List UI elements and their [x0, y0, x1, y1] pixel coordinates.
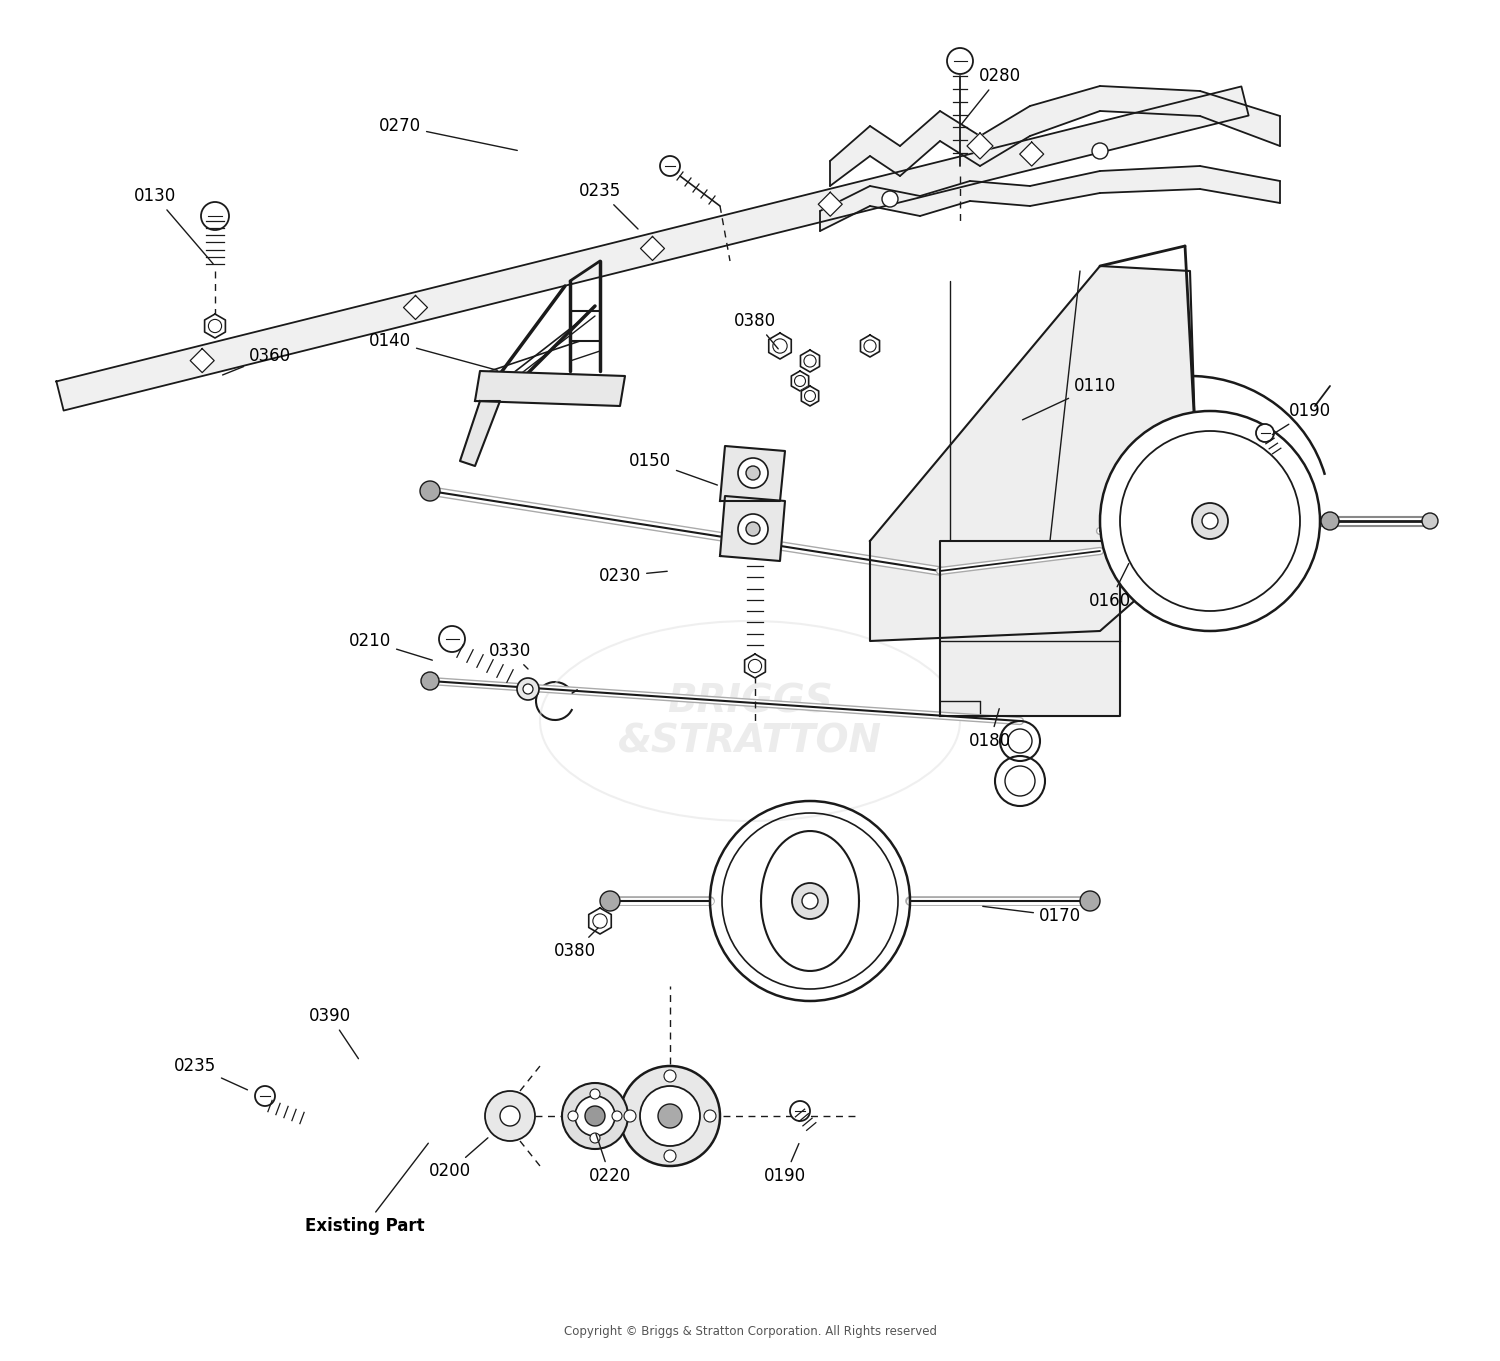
Circle shape	[1422, 513, 1438, 529]
Text: BRIGGS: BRIGGS	[668, 682, 832, 720]
Polygon shape	[768, 333, 792, 359]
Polygon shape	[640, 237, 664, 260]
Circle shape	[640, 1086, 700, 1146]
Circle shape	[524, 685, 532, 694]
Polygon shape	[57, 87, 1248, 411]
Polygon shape	[190, 348, 214, 373]
Circle shape	[704, 1111, 716, 1121]
Circle shape	[746, 465, 760, 480]
Circle shape	[500, 1106, 520, 1126]
Text: 0230: 0230	[598, 568, 668, 585]
Circle shape	[1080, 891, 1100, 911]
Polygon shape	[801, 350, 819, 372]
Circle shape	[1322, 512, 1340, 529]
Circle shape	[590, 1132, 600, 1143]
Circle shape	[568, 1111, 578, 1121]
Circle shape	[1192, 504, 1228, 539]
Text: 0270: 0270	[380, 117, 518, 151]
Circle shape	[1202, 513, 1218, 529]
Text: 0160: 0160	[1089, 563, 1131, 610]
Text: 0220: 0220	[590, 1134, 632, 1185]
Text: Existing Part: Existing Part	[304, 1143, 429, 1234]
Circle shape	[1100, 411, 1320, 632]
Polygon shape	[476, 372, 626, 406]
Polygon shape	[588, 908, 612, 934]
Text: 0330: 0330	[489, 642, 531, 670]
Circle shape	[420, 480, 440, 501]
Circle shape	[620, 1066, 720, 1166]
Polygon shape	[801, 387, 819, 406]
Circle shape	[590, 1089, 600, 1098]
Polygon shape	[821, 166, 1280, 231]
Text: 0380: 0380	[554, 928, 598, 960]
Circle shape	[664, 1150, 676, 1162]
Text: Copyright © Briggs & Stratton Corporation. All Rights reserved: Copyright © Briggs & Stratton Corporatio…	[564, 1324, 936, 1338]
Polygon shape	[204, 314, 225, 338]
Circle shape	[1256, 425, 1274, 442]
Circle shape	[746, 523, 760, 536]
Text: 0235: 0235	[579, 182, 638, 229]
Circle shape	[562, 1083, 628, 1149]
Circle shape	[792, 883, 828, 919]
Text: 0190: 0190	[764, 1143, 806, 1185]
Polygon shape	[404, 295, 427, 320]
Circle shape	[612, 1111, 622, 1121]
Circle shape	[882, 191, 898, 207]
Text: 0190: 0190	[1272, 401, 1330, 434]
Text: 0140: 0140	[369, 332, 498, 370]
Text: 0390: 0390	[309, 1007, 358, 1059]
Polygon shape	[792, 372, 808, 391]
Text: 0235: 0235	[174, 1057, 248, 1090]
Circle shape	[946, 48, 974, 73]
Circle shape	[664, 1070, 676, 1082]
Circle shape	[518, 678, 538, 700]
Polygon shape	[861, 335, 879, 357]
Circle shape	[255, 1086, 274, 1106]
Circle shape	[585, 1106, 604, 1126]
Circle shape	[422, 672, 440, 690]
Circle shape	[790, 1101, 810, 1121]
Text: &STRATTON: &STRATTON	[618, 721, 882, 759]
Text: 0130: 0130	[134, 186, 213, 264]
Polygon shape	[720, 446, 784, 501]
Text: 0210: 0210	[350, 632, 432, 660]
Circle shape	[738, 459, 768, 489]
Text: 0280: 0280	[962, 67, 1022, 124]
Polygon shape	[460, 401, 500, 465]
Polygon shape	[968, 133, 993, 159]
Circle shape	[574, 1096, 615, 1136]
Polygon shape	[830, 86, 1280, 186]
Text: 0110: 0110	[1023, 377, 1116, 419]
Circle shape	[624, 1111, 636, 1121]
Text: 0180: 0180	[969, 709, 1011, 750]
Circle shape	[201, 201, 229, 230]
Text: 0360: 0360	[222, 347, 291, 376]
Text: 0170: 0170	[982, 906, 1082, 925]
Text: 0200: 0200	[429, 1138, 488, 1180]
Text: 0380: 0380	[734, 312, 778, 348]
Text: 0150: 0150	[628, 452, 717, 485]
Circle shape	[738, 514, 768, 544]
Circle shape	[484, 1092, 536, 1141]
Polygon shape	[870, 265, 1196, 641]
Circle shape	[600, 891, 619, 911]
Circle shape	[802, 893, 818, 909]
Polygon shape	[744, 655, 765, 678]
Circle shape	[1092, 143, 1108, 159]
Circle shape	[440, 626, 465, 652]
Polygon shape	[720, 495, 784, 561]
Polygon shape	[1020, 142, 1044, 166]
Circle shape	[658, 1104, 682, 1128]
Polygon shape	[819, 192, 843, 216]
Circle shape	[660, 157, 680, 176]
Polygon shape	[940, 542, 1120, 716]
